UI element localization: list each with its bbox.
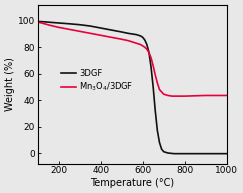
3DGF <box>183 152 186 155</box>
3DGF <box>78 24 81 26</box>
Line: Mn$_3$O$_4$/3DGF: Mn$_3$O$_4$/3DGF <box>38 22 227 96</box>
Legend: 3DGF, Mn$_3$O$_4$/3DGF: 3DGF, Mn$_3$O$_4$/3DGF <box>61 69 133 93</box>
3DGF <box>152 86 155 88</box>
3DGF <box>158 141 161 144</box>
3DGF <box>135 33 138 36</box>
3DGF <box>173 152 176 155</box>
3DGF <box>143 39 146 41</box>
3DGF <box>166 152 169 154</box>
Y-axis label: Weight (%): Weight (%) <box>5 57 15 111</box>
3DGF <box>225 152 228 155</box>
X-axis label: Temperature (°C): Temperature (°C) <box>90 178 174 188</box>
3DGF <box>36 20 39 23</box>
Mn$_3$O$_4$/3DGF <box>183 95 186 97</box>
3DGF <box>68 23 71 25</box>
Mn$_3$O$_4$/3DGF <box>120 38 123 40</box>
3DGF <box>49 21 52 24</box>
3DGF <box>57 22 60 24</box>
3DGF <box>150 66 153 68</box>
Mn$_3$O$_4$/3DGF <box>143 46 146 48</box>
3DGF <box>89 25 92 27</box>
Mn$_3$O$_4$/3DGF <box>225 94 228 97</box>
Mn$_3$O$_4$/3DGF <box>49 24 52 26</box>
3DGF <box>148 51 150 54</box>
Mn$_3$O$_4$/3DGF <box>139 43 142 46</box>
3DGF <box>204 152 207 155</box>
Mn$_3$O$_4$/3DGF <box>171 95 174 97</box>
Mn$_3$O$_4$/3DGF <box>141 45 144 47</box>
Mn$_3$O$_4$/3DGF <box>127 39 130 42</box>
Mn$_3$O$_4$/3DGF <box>152 64 155 67</box>
3DGF <box>127 32 130 35</box>
Mn$_3$O$_4$/3DGF <box>158 88 161 91</box>
3DGF <box>131 33 134 35</box>
Mn$_3$O$_4$/3DGF <box>78 30 81 32</box>
Mn$_3$O$_4$/3DGF <box>68 28 71 30</box>
Mn$_3$O$_4$/3DGF <box>150 57 153 59</box>
3DGF <box>145 43 148 46</box>
Mn$_3$O$_4$/3DGF <box>148 51 150 54</box>
Mn$_3$O$_4$/3DGF <box>154 74 157 76</box>
Mn$_3$O$_4$/3DGF <box>156 82 159 84</box>
Mn$_3$O$_4$/3DGF <box>99 34 102 36</box>
Mn$_3$O$_4$/3DGF <box>175 95 178 97</box>
3DGF <box>162 151 165 153</box>
3DGF <box>154 109 157 112</box>
Mn$_3$O$_4$/3DGF <box>166 94 169 97</box>
Mn$_3$O$_4$/3DGF <box>204 94 207 97</box>
Mn$_3$O$_4$/3DGF <box>162 93 165 95</box>
Mn$_3$O$_4$/3DGF <box>131 41 134 43</box>
Mn$_3$O$_4$/3DGF <box>43 23 45 25</box>
3DGF <box>99 27 102 29</box>
Mn$_3$O$_4$/3DGF <box>145 48 148 50</box>
Mn$_3$O$_4$/3DGF <box>135 42 138 44</box>
Mn$_3$O$_4$/3DGF <box>57 26 60 29</box>
3DGF <box>160 148 163 150</box>
Mn$_3$O$_4$/3DGF <box>110 36 113 38</box>
Mn$_3$O$_4$/3DGF <box>36 21 39 23</box>
3DGF <box>141 36 144 38</box>
Line: 3DGF: 3DGF <box>38 21 227 154</box>
3DGF <box>156 129 159 132</box>
3DGF <box>120 31 123 33</box>
3DGF <box>139 35 142 37</box>
3DGF <box>43 21 45 23</box>
Mn$_3$O$_4$/3DGF <box>89 32 92 35</box>
3DGF <box>110 29 113 31</box>
